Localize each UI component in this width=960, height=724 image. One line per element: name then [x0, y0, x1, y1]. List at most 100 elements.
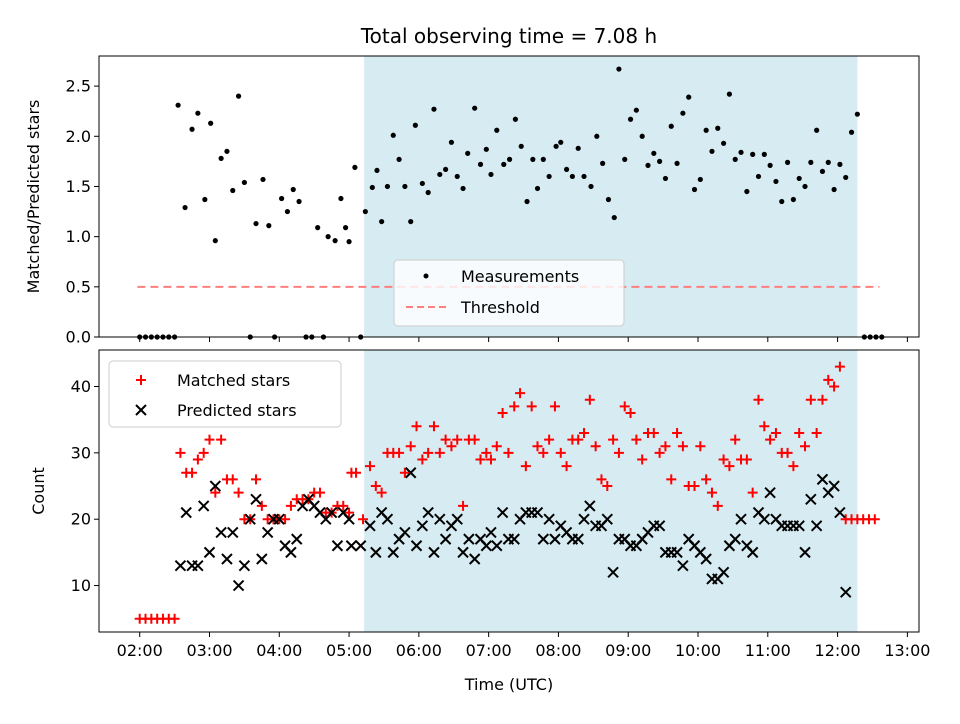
predicted-star-point: [428, 546, 440, 559]
matched-star-point: [175, 447, 186, 458]
predicted-star-point: [799, 546, 811, 559]
matched-star-point: [344, 507, 355, 518]
matched-star-point: [561, 461, 572, 472]
matched-star-point: [417, 454, 428, 465]
matched-star-point: [782, 447, 793, 458]
measurement-point: [691, 186, 698, 193]
measurement-point: [732, 156, 738, 162]
measurement-point: [796, 175, 802, 182]
matched-star-point: [747, 487, 758, 498]
matched-star-point: [251, 474, 262, 485]
x-tick-label: 07:00: [466, 641, 512, 660]
matched-star-point: [805, 394, 816, 405]
measurement-point: [627, 116, 634, 122]
measurement-point: [296, 198, 302, 205]
legend-plus: [136, 375, 146, 385]
measurement-point: [253, 220, 259, 227]
predicted-star-point: [174, 559, 187, 572]
measurement-point: [600, 160, 606, 166]
predicted-star-point: [764, 486, 776, 499]
measurement-point: [738, 149, 744, 155]
measurement-point: [697, 176, 703, 183]
predicted-star-point: [840, 586, 852, 598]
measurement-point: [419, 180, 425, 187]
bottom-y-axis-label: Count: [29, 467, 48, 515]
matched-star-point: [520, 461, 531, 472]
matched-star-point: [187, 467, 198, 478]
predicted-star-point: [399, 526, 411, 539]
matched-star-point: [452, 434, 463, 445]
measurement-point: [443, 166, 449, 173]
measurement-point: [488, 171, 494, 178]
matched-star-point: [648, 427, 659, 438]
measurement-point: [534, 185, 541, 192]
measurement-point: [175, 102, 181, 108]
predicted-star-point: [485, 526, 497, 539]
matched-star-point: [800, 441, 811, 452]
measurement-point: [720, 140, 727, 146]
matched-star-point: [706, 487, 717, 498]
matched-star-point: [532, 441, 543, 452]
top-y-tick-label: 0.0: [66, 328, 91, 347]
predicted-star-point: [537, 533, 550, 545]
measurement-point: [218, 155, 224, 161]
predicted-star-point: [729, 533, 741, 545]
predicted-star-point: [457, 546, 469, 559]
x-tick-label: 03:00: [186, 641, 232, 660]
matched-star-point: [549, 401, 560, 412]
measurement-point: [558, 139, 564, 145]
measurement-point: [332, 238, 338, 244]
matched-star-point: [590, 441, 601, 452]
matched-star-point: [759, 421, 770, 432]
matched-star-point: [637, 454, 648, 465]
top-legend-box: [393, 259, 625, 327]
measurement-point: [837, 161, 843, 167]
measurement-point: [530, 156, 536, 162]
measurement-point: [540, 156, 546, 162]
matched-star-point: [666, 474, 677, 485]
measurement-point: [195, 110, 201, 116]
matched-star-point: [631, 434, 642, 445]
matched-star-point: [376, 487, 387, 498]
x-axis-label: Time (UTC): [464, 675, 553, 694]
matched-star-point: [428, 421, 439, 432]
measurement-point: [819, 168, 826, 175]
matched-star-point: [765, 434, 776, 445]
measurement-point: [581, 173, 587, 180]
predicted-star-point: [370, 546, 382, 559]
x-tick-label: 11:00: [745, 641, 791, 660]
matched-star-point: [829, 381, 840, 392]
measurement-point: [369, 184, 375, 191]
predicted-star-point: [735, 513, 747, 525]
measurement-point: [284, 208, 291, 215]
measurement-point: [622, 156, 628, 162]
matched-star-point: [256, 500, 267, 511]
measurement-point: [512, 116, 518, 122]
matched-star-point: [625, 408, 636, 419]
measurement-point: [645, 162, 651, 168]
measurement-point: [338, 195, 344, 202]
matched-star-point: [497, 408, 508, 419]
predicted-star-point: [203, 546, 216, 559]
predicted-star-point: [422, 506, 434, 519]
matched-star-point: [351, 467, 362, 478]
predicted-star-point: [480, 540, 493, 552]
predicted-star-point: [496, 506, 509, 519]
matched-star-point: [192, 454, 203, 465]
predicted-star-point: [192, 559, 204, 572]
matched-star-point: [503, 447, 514, 458]
predicted-star-point: [197, 500, 210, 512]
matched-star-point: [689, 481, 700, 492]
measurement-point: [575, 145, 581, 151]
measurement-point: [448, 139, 455, 145]
predicted-star-point: [180, 506, 192, 519]
measurement-point: [808, 159, 814, 165]
measurement-point: [848, 129, 855, 135]
predicted-star-point: [758, 513, 771, 525]
measurement-point: [315, 225, 321, 231]
legend-marker-measurements: [423, 273, 429, 279]
predicted-star-point: [244, 513, 256, 525]
matched-star-point: [233, 487, 244, 498]
measurement-point: [802, 183, 808, 190]
measurement-point: [465, 150, 471, 156]
